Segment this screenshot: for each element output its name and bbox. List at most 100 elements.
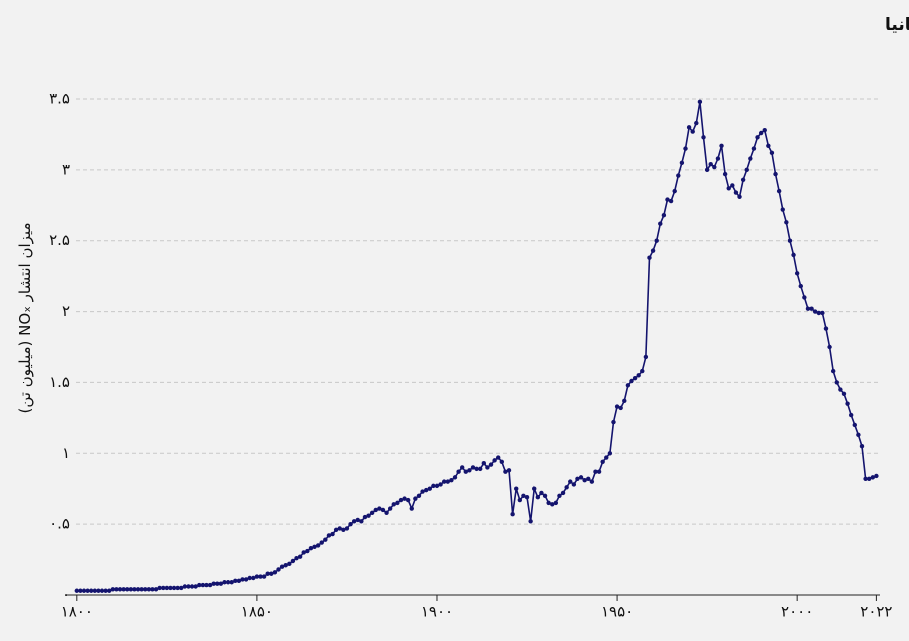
- marker: [830, 368, 836, 374]
- marker: [348, 521, 353, 527]
- marker: [625, 383, 631, 388]
- marker: [647, 255, 652, 260]
- marker: [272, 570, 278, 575]
- x-tick-label: ۲۰۲۲: [860, 603, 892, 621]
- marker: [481, 461, 487, 466]
- marker: [650, 248, 656, 253]
- marker: [812, 309, 818, 314]
- marker: [496, 455, 501, 460]
- marker: [679, 160, 685, 165]
- marker: [697, 99, 703, 105]
- marker: [438, 482, 443, 487]
- marker: [294, 555, 299, 561]
- marker: [845, 401, 850, 406]
- marker: [856, 432, 861, 438]
- marker: [387, 506, 393, 511]
- marker: [568, 479, 573, 484]
- marker: [240, 577, 245, 582]
- marker: [809, 306, 814, 311]
- marker: [668, 198, 674, 204]
- marker: [560, 490, 566, 496]
- marker: [823, 326, 829, 331]
- marker: [330, 531, 335, 537]
- marker: [218, 581, 224, 586]
- marker: [225, 580, 231, 585]
- marker: [528, 519, 533, 524]
- marker: [92, 588, 98, 593]
- marker: [683, 146, 688, 151]
- marker: [85, 588, 90, 593]
- marker: [243, 577, 249, 582]
- marker: [550, 502, 555, 507]
- marker: [596, 469, 602, 474]
- marker: [135, 587, 141, 592]
- marker: [773, 171, 778, 177]
- marker: [744, 167, 749, 173]
- marker: [694, 120, 699, 126]
- marker: [110, 587, 116, 592]
- marker: [287, 561, 292, 567]
- marker: [139, 587, 144, 592]
- marker: [794, 271, 800, 276]
- marker: [546, 500, 551, 506]
- marker: [384, 510, 389, 516]
- marker: [485, 465, 490, 470]
- marker: [737, 194, 742, 199]
- marker: [708, 161, 713, 167]
- marker: [607, 451, 613, 456]
- marker: [402, 496, 407, 501]
- marker: [751, 146, 757, 151]
- marker: [827, 344, 832, 350]
- marker: [323, 537, 328, 542]
- x-tick-label: ۱۸۵۰: [241, 603, 273, 621]
- marker: [704, 167, 710, 173]
- marker: [308, 546, 314, 551]
- marker: [456, 469, 461, 474]
- marker: [654, 238, 659, 243]
- y-tick-label: ۰.۵: [49, 515, 70, 533]
- marker: [661, 213, 667, 218]
- marker: [618, 405, 623, 411]
- marker: [96, 588, 101, 593]
- marker: [532, 486, 537, 491]
- marker: [193, 584, 198, 589]
- y-axis-label: میزان انتشار NOₓ (میلیون تن): [16, 223, 34, 414]
- marker: [733, 190, 739, 195]
- marker: [369, 510, 375, 516]
- marker: [276, 567, 281, 572]
- marker: [319, 540, 324, 545]
- marker: [405, 497, 411, 503]
- marker: [578, 475, 584, 480]
- marker: [816, 310, 821, 316]
- marker: [542, 493, 548, 498]
- marker: [441, 479, 447, 484]
- y-tick-label: ۳: [62, 160, 70, 178]
- marker: [391, 502, 396, 507]
- marker: [676, 173, 681, 178]
- marker: [157, 585, 162, 591]
- marker: [258, 574, 263, 579]
- marker: [866, 476, 872, 481]
- marker: [582, 478, 587, 483]
- marker: [301, 550, 306, 555]
- y-tick-label: ۰: [62, 586, 70, 604]
- marker: [492, 458, 497, 463]
- marker: [640, 368, 645, 374]
- marker: [848, 412, 854, 418]
- marker: [593, 469, 598, 474]
- marker: [251, 575, 256, 581]
- marker: [611, 419, 616, 425]
- marker: [211, 581, 216, 586]
- marker: [233, 578, 238, 584]
- marker: [143, 587, 148, 592]
- marker: [521, 493, 526, 498]
- y-tick-label: ۲: [62, 302, 70, 320]
- marker: [463, 469, 468, 474]
- x-tick-label: ۲۰۰۰: [781, 603, 813, 621]
- marker: [798, 283, 803, 289]
- y-tick-label: ۳.۵: [49, 90, 70, 108]
- marker: [452, 475, 458, 480]
- marker: [434, 483, 440, 489]
- marker: [719, 143, 724, 148]
